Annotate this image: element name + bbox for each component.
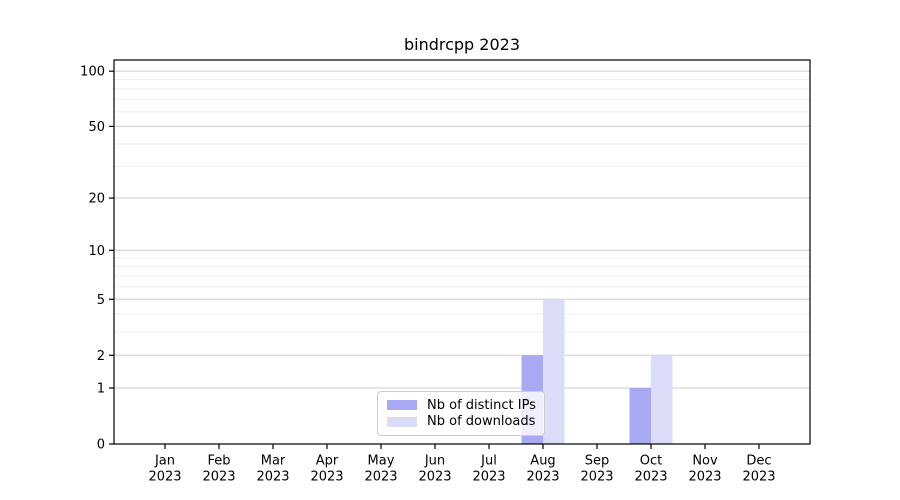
axes-border bbox=[113, 59, 811, 445]
x-tick-label-year: 2023 bbox=[256, 470, 289, 485]
x-tick-label-month: Sep bbox=[585, 454, 610, 469]
y-tick-label: 100 bbox=[80, 65, 105, 80]
x-tick-label-month: Jul bbox=[480, 454, 497, 469]
y-tick-label: 0 bbox=[97, 438, 105, 453]
x-tick-label-year: 2023 bbox=[364, 470, 397, 485]
legend: Nb of distinct IPs Nb of downloads bbox=[377, 391, 545, 436]
x-tick-label-month: Oct bbox=[640, 454, 662, 469]
legend-label-distinct-ips: Nb of distinct IPs bbox=[427, 397, 536, 413]
x-tick-label-month: Feb bbox=[207, 454, 230, 469]
y-tick-label: 50 bbox=[88, 120, 105, 135]
x-tick-label-month: Mar bbox=[261, 454, 286, 469]
x-tick-label-year: 2023 bbox=[634, 470, 667, 485]
legend-item-distinct-ips: Nb of distinct IPs bbox=[387, 397, 536, 413]
legend-item-downloads: Nb of downloads bbox=[387, 415, 535, 428]
x-tick-label-month: Dec bbox=[746, 454, 771, 469]
legend-swatch-distinct-ips bbox=[387, 400, 417, 411]
x-tick-label-year: 2023 bbox=[310, 470, 343, 485]
y-tick-label: 5 bbox=[97, 293, 105, 308]
bar-oct-nb-of-downloads bbox=[651, 355, 673, 444]
x-tick-label-month: Nov bbox=[692, 454, 718, 469]
y-tick-label: 10 bbox=[88, 244, 105, 259]
x-tick-label-month: Jun bbox=[424, 454, 445, 469]
x-tick-label-year: 2023 bbox=[688, 470, 721, 485]
x-tick-label-year: 2023 bbox=[472, 470, 505, 485]
x-tick-label-year: 2023 bbox=[202, 470, 235, 485]
y-tick-label: 20 bbox=[88, 192, 105, 207]
x-tick-label-year: 2023 bbox=[580, 470, 613, 485]
x-tick-label-month: Jan bbox=[154, 454, 175, 469]
x-tick-label-month: Apr bbox=[316, 454, 339, 469]
y-tick-label: 2 bbox=[97, 349, 105, 364]
legend-swatch-downloads bbox=[387, 416, 417, 427]
x-tick-label-year: 2023 bbox=[148, 470, 181, 485]
x-tick-label-year: 2023 bbox=[526, 470, 559, 485]
x-tick-label-month: Aug bbox=[530, 454, 555, 469]
x-tick-label-year: 2023 bbox=[742, 470, 775, 485]
y-tick-label: 1 bbox=[97, 382, 105, 397]
bar-oct-nb-of-distinct-ips bbox=[629, 388, 651, 444]
x-tick-label-year: 2023 bbox=[418, 470, 451, 485]
x-tick-label-month: May bbox=[368, 454, 395, 469]
chart-title: bindrcpp 2023 bbox=[403, 35, 521, 54]
bar-aug-nb-of-downloads bbox=[543, 299, 565, 444]
legend-label-downloads: Nb of downloads bbox=[427, 414, 536, 430]
